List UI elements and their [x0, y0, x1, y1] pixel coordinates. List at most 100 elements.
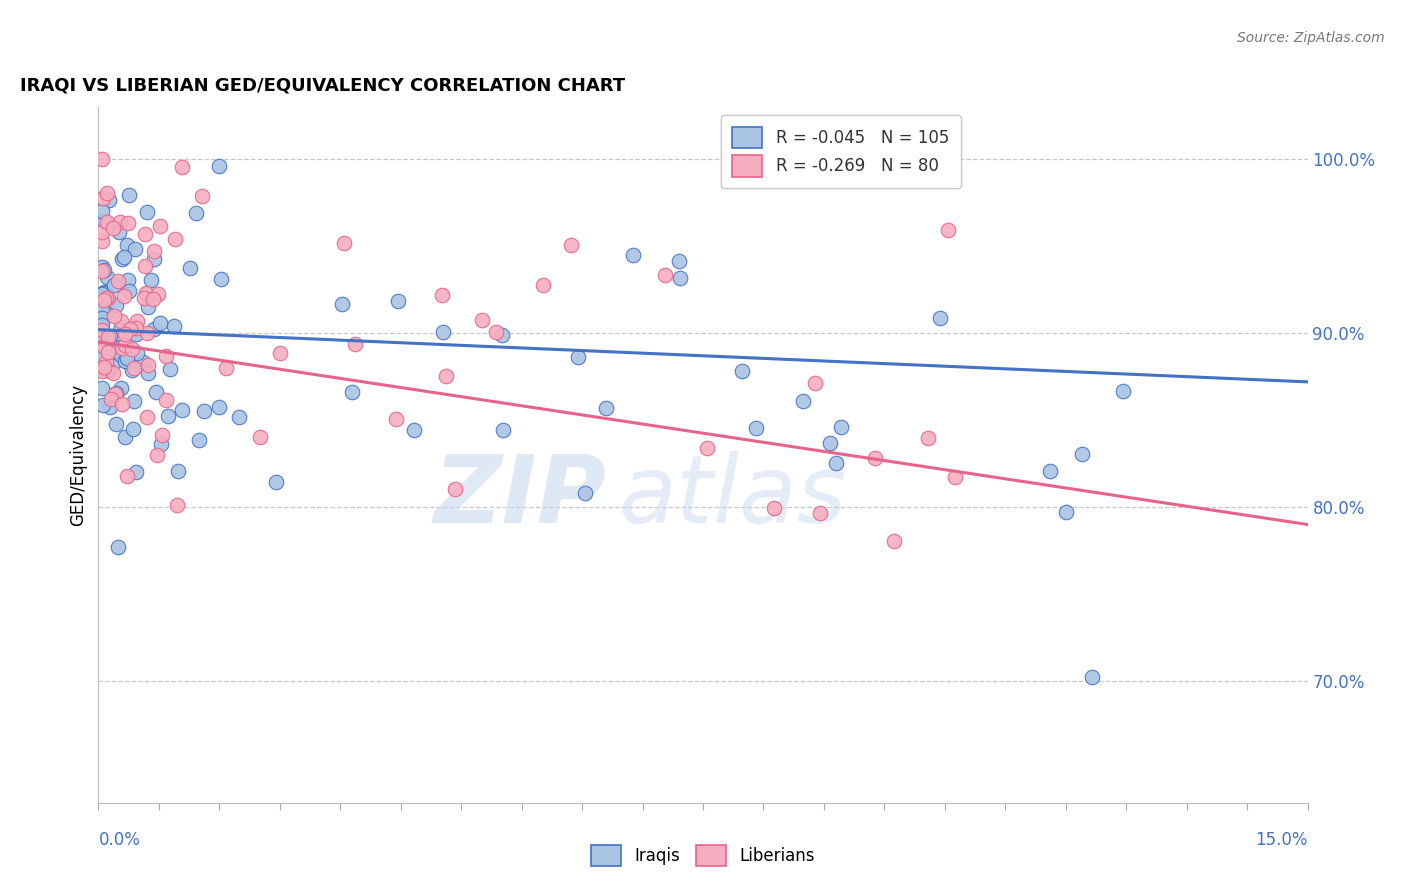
- Point: [93, 359, 115, 374]
- Point: [166, 498, 188, 512]
- Point: [434, 368, 457, 383]
- Point: [143, 252, 166, 266]
- Point: [93, 263, 115, 277]
- Point: [98, 363, 121, 377]
- Point: [485, 325, 508, 339]
- Point: [269, 345, 291, 359]
- Point: [330, 297, 353, 311]
- Point: [567, 350, 589, 364]
- Point: [97, 329, 120, 343]
- Point: [387, 294, 409, 309]
- Point: [112, 289, 135, 303]
- Point: [209, 272, 232, 286]
- Point: [132, 355, 155, 369]
- Point: [103, 367, 125, 381]
- Point: [430, 288, 453, 302]
- Point: [91, 318, 114, 332]
- Point: [91, 203, 114, 218]
- Point: [136, 409, 159, 424]
- Point: [179, 261, 201, 276]
- Point: [91, 331, 114, 345]
- Point: [112, 347, 135, 361]
- Point: [104, 298, 127, 312]
- Point: [101, 221, 124, 235]
- Point: [917, 431, 939, 445]
- Point: [91, 152, 114, 166]
- Point: [149, 219, 172, 234]
- Point: [117, 355, 139, 369]
- Point: [118, 188, 141, 202]
- Point: [91, 361, 114, 376]
- Point: [443, 482, 465, 496]
- Point: [91, 263, 114, 277]
- Point: [91, 302, 114, 317]
- Point: [191, 188, 214, 202]
- Point: [136, 326, 159, 340]
- Point: [93, 293, 115, 308]
- Point: [150, 427, 173, 442]
- Point: [96, 215, 118, 229]
- Point: [91, 190, 114, 204]
- Point: [114, 338, 136, 352]
- Point: [94, 291, 117, 305]
- Point: [145, 385, 167, 400]
- Point: [94, 306, 117, 320]
- Point: [159, 361, 181, 376]
- Point: [172, 403, 194, 417]
- Point: [208, 400, 231, 414]
- Point: [787, 167, 810, 181]
- Point: [531, 277, 554, 292]
- Point: [621, 248, 644, 262]
- Point: [125, 465, 148, 479]
- Point: [141, 273, 163, 287]
- Point: [97, 345, 120, 359]
- Point: [91, 323, 114, 337]
- Point: [184, 206, 207, 220]
- Point: [820, 436, 842, 450]
- Point: [167, 464, 190, 478]
- Point: [121, 363, 143, 377]
- Point: [91, 234, 114, 248]
- Point: [107, 274, 129, 288]
- Point: [696, 441, 718, 455]
- Point: [142, 292, 165, 306]
- Point: [1039, 464, 1062, 478]
- Point: [93, 398, 115, 412]
- Point: [93, 340, 115, 354]
- Point: [98, 193, 121, 207]
- Point: [125, 314, 148, 328]
- Point: [107, 541, 129, 555]
- Point: [215, 361, 238, 376]
- Point: [163, 232, 186, 246]
- Point: [146, 448, 169, 462]
- Point: [117, 216, 139, 230]
- Point: [344, 337, 367, 351]
- Point: [385, 412, 408, 426]
- Point: [1070, 446, 1092, 460]
- Point: [188, 433, 211, 447]
- Point: [936, 223, 959, 237]
- Point: [763, 500, 786, 515]
- Point: [110, 314, 132, 328]
- Point: [104, 387, 127, 401]
- Point: [111, 341, 134, 355]
- Point: [125, 345, 148, 359]
- Point: [163, 319, 186, 334]
- Point: [404, 423, 426, 437]
- Point: [143, 321, 166, 335]
- Text: Source: ZipAtlas.com: Source: ZipAtlas.com: [1237, 31, 1385, 45]
- Point: [115, 238, 138, 252]
- Point: [97, 291, 120, 305]
- Point: [136, 205, 159, 219]
- Point: [136, 366, 159, 380]
- Point: [249, 430, 271, 444]
- Point: [574, 485, 596, 500]
- Point: [1054, 505, 1077, 519]
- Point: [560, 238, 582, 252]
- Point: [928, 311, 950, 326]
- Point: [432, 325, 454, 339]
- Point: [93, 285, 115, 300]
- Point: [342, 385, 364, 400]
- Point: [100, 401, 122, 415]
- Point: [943, 469, 966, 483]
